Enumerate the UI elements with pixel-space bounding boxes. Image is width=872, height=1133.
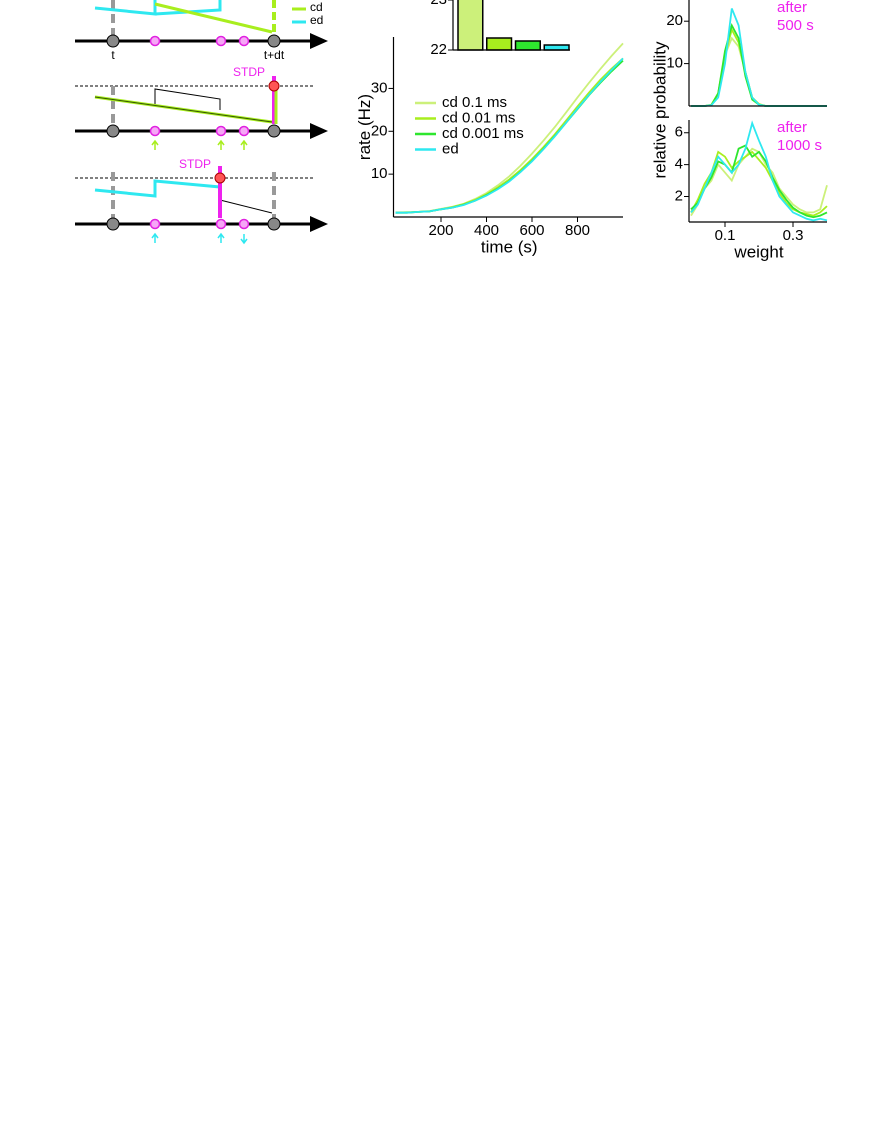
node — [106, 34, 120, 48]
legend-label: ed — [310, 13, 323, 27]
spike — [215, 35, 227, 47]
node — [267, 217, 281, 231]
y-tick-label: 23 — [430, 0, 447, 8]
node — [267, 34, 281, 48]
node — [106, 124, 120, 138]
ed-trace — [154, 0, 222, 16]
x-tick-label: 0.1 — [715, 227, 736, 244]
series-line — [395, 57, 624, 214]
trace — [94, 96, 273, 123]
y-tick-label: 10 — [371, 165, 388, 182]
series-line — [691, 22, 827, 107]
legend-label: cd 0.01 ms — [442, 109, 515, 126]
bar — [514, 40, 541, 51]
annotation: after — [777, 0, 807, 16]
y-tick-label: 30 — [371, 79, 388, 96]
annotation: after — [777, 119, 807, 136]
annotation: 1000 s — [777, 137, 822, 154]
stdp-label: STDP — [233, 65, 265, 79]
x-tick-label: 400 — [474, 222, 499, 239]
bar — [486, 37, 513, 51]
schematic: t t+dt cd ed STDP STDP — [75, 0, 328, 245]
legend-label: cd 0.001 ms — [442, 125, 524, 142]
series-line — [690, 120, 828, 222]
y-tick-label: 6 — [675, 124, 683, 141]
x-tick-label: 200 — [428, 222, 453, 239]
trace — [219, 199, 273, 214]
bar — [543, 44, 570, 51]
y-tick-label: 4 — [675, 156, 683, 173]
spike — [215, 125, 227, 137]
arrows — [151, 232, 248, 245]
spike — [149, 218, 161, 230]
legend-label: ed — [442, 140, 459, 157]
y-axis-label: rate (Hz) — [355, 94, 374, 160]
arrow — [310, 33, 328, 49]
x-tick-label: 0.3 — [783, 227, 804, 244]
series-line — [690, 150, 828, 217]
arrow — [310, 216, 328, 232]
y-tick-label: 10 — [666, 55, 683, 72]
time-label: t+dt — [264, 48, 285, 62]
series-line — [691, 36, 827, 107]
series-line — [691, 27, 827, 107]
ed-trace — [94, 0, 157, 16]
x-tick-label: 800 — [565, 222, 590, 239]
series-line — [690, 144, 828, 219]
spike — [238, 218, 250, 230]
y-tick-label: 22 — [430, 41, 447, 58]
stdp-spike — [214, 172, 226, 184]
y-tick-label: 20 — [371, 122, 388, 139]
stdp-spike — [268, 80, 280, 92]
x-tick-label: 600 — [519, 222, 544, 239]
legend-label: cd 0.1 ms — [442, 94, 507, 111]
x-axis-label: time (s) — [481, 237, 538, 256]
arrows — [151, 139, 248, 150]
x-axis-label: weight — [733, 242, 783, 261]
y-tick-label: 20 — [666, 12, 683, 29]
legend-label: cd — [310, 0, 323, 14]
node — [106, 217, 120, 231]
y-axis-label: relative probability — [650, 41, 669, 179]
spike — [238, 35, 250, 47]
spike — [149, 125, 161, 137]
y-tick-label: 2 — [675, 187, 683, 204]
node — [267, 124, 281, 138]
arrow — [310, 123, 328, 139]
bar — [457, 0, 484, 51]
spike — [215, 218, 227, 230]
cd-trace — [154, 2, 273, 34]
spike — [149, 35, 161, 47]
stdp-label: STDP — [179, 157, 211, 171]
spike — [238, 125, 250, 137]
annotation: 500 s — [777, 17, 814, 34]
time-label: t — [111, 48, 115, 62]
